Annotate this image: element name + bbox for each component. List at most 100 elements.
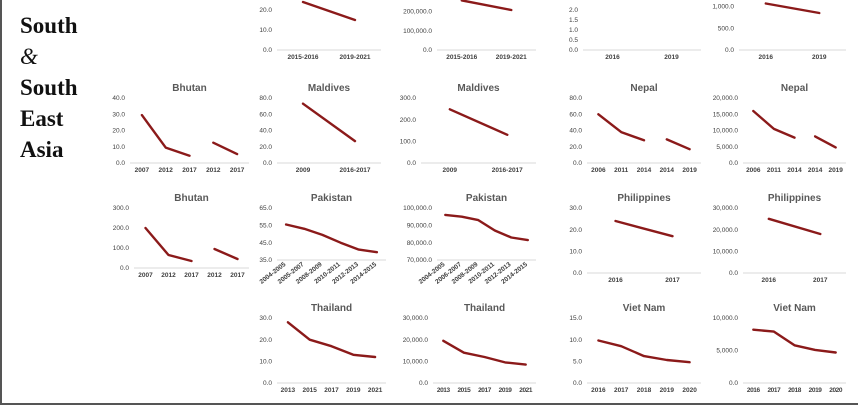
y-tick-label: 300.0 bbox=[400, 95, 417, 102]
x-tick-label: 2016-2017 bbox=[339, 167, 370, 174]
x-tick-label: 2007 bbox=[135, 167, 150, 174]
series-line bbox=[614, 219, 674, 238]
y-tick-label: 1.0 bbox=[569, 27, 578, 34]
chart-nepal-rate: Nepal 0.0 20.0 40.0 60.0 80.0 2006 2011 2014 2014… bbox=[569, 83, 701, 174]
series-line bbox=[767, 217, 822, 236]
region-title-line5: Asia bbox=[20, 137, 64, 162]
y-tick-label: 0.0 bbox=[419, 380, 428, 387]
y-tick-label: 1.5 bbox=[569, 17, 578, 24]
series-line bbox=[284, 223, 379, 254]
x-tick-label: 2009 bbox=[296, 167, 311, 174]
chart-thailand-count: Thailand 0.0 10,000.0 20,000.0 30,000.0 2013 2… bbox=[403, 303, 536, 394]
series-line bbox=[140, 113, 191, 157]
y-tick-label: 20.0 bbox=[112, 128, 125, 135]
x-tick-label: 2018 bbox=[637, 387, 652, 394]
x-tick-label: 2017 bbox=[478, 387, 492, 394]
x-tick-label: 2020 bbox=[829, 387, 843, 394]
x-tick-label: 2015-2016 bbox=[287, 54, 318, 61]
series-line bbox=[448, 108, 509, 136]
chart-title: Maldives bbox=[308, 83, 351, 94]
x-tick-label: 2019 bbox=[664, 54, 679, 61]
y-tick-label: 20,000.0 bbox=[713, 227, 739, 234]
y-tick-label: 0.0 bbox=[729, 380, 738, 387]
x-tick-label: 2017 bbox=[324, 387, 339, 394]
y-tick-label: 80.0 bbox=[259, 95, 272, 102]
chart-title: Bhutan bbox=[172, 83, 206, 94]
series-line bbox=[286, 321, 377, 359]
y-tick-label: 55.0 bbox=[259, 223, 272, 230]
y-tick-label: 10,000.0 bbox=[713, 315, 739, 322]
chart-row1-col4: 0.0 500.0 1,000.0 2016 2019 bbox=[712, 2, 846, 61]
x-tick-label: 2014 bbox=[637, 167, 652, 174]
region-title-line3: South bbox=[20, 75, 78, 100]
y-tick-label: 200,000.0 bbox=[403, 9, 432, 16]
y-tick-label: 40.0 bbox=[569, 128, 582, 135]
y-tick-label: 30.0 bbox=[259, 315, 272, 322]
y-tick-label: 20.0 bbox=[259, 337, 272, 344]
region-title: South & South East Asia bbox=[20, 10, 78, 165]
y-tick-label: 0.0 bbox=[263, 47, 272, 54]
y-tick-label: 5.0 bbox=[573, 359, 582, 366]
x-tick-label: 2009 bbox=[443, 167, 458, 174]
y-tick-label: 500.0 bbox=[718, 25, 735, 32]
x-tick-label: 2012 bbox=[206, 167, 221, 174]
chart-title: Pakistan bbox=[466, 193, 507, 204]
x-tick-label: 2014 bbox=[787, 167, 802, 174]
y-tick-label: 20.0 bbox=[259, 144, 272, 151]
x-tick-label: 2012 bbox=[158, 167, 173, 174]
chart-bhutan-rate: Bhutan 0.0 10.0 20.0 30.0 40.0 2007 2012 2017 201… bbox=[112, 83, 249, 174]
chart-title: Viet Nam bbox=[773, 303, 816, 314]
x-tick-label: 2020 bbox=[682, 387, 697, 394]
x-tick-label: 2019 bbox=[660, 387, 675, 394]
x-tick-label: 2013 bbox=[281, 387, 296, 394]
chart-title: Pakistan bbox=[311, 193, 352, 204]
x-tick-label: 2021 bbox=[519, 387, 533, 394]
x-tick-label: 2019-2021 bbox=[339, 54, 370, 61]
series-line bbox=[301, 0, 357, 22]
series-line bbox=[460, 0, 513, 12]
region-title-line4: East bbox=[20, 106, 64, 131]
series-line bbox=[813, 135, 837, 149]
x-tick-label: 2013 bbox=[437, 387, 451, 394]
x-tick-label: 2016 bbox=[762, 277, 777, 284]
chart-nepal-count: Nepal 0.0 5,000.0 10,000.0 15,000.0 20,000.0 2… bbox=[713, 83, 846, 174]
y-tick-label: 300.0 bbox=[113, 205, 130, 212]
x-tick-label: 2016 bbox=[608, 277, 623, 284]
chart-maldives-rate: Maldives 0.0 20.0 40.0 60.0 80.0 2009 2016-2017 bbox=[259, 83, 381, 174]
series-line bbox=[597, 339, 691, 364]
y-tick-label: 30.0 bbox=[569, 205, 582, 212]
x-tick-label: 2012 bbox=[161, 272, 176, 279]
y-tick-label: 0.0 bbox=[116, 160, 125, 167]
x-tick-label: 2011 bbox=[767, 167, 781, 174]
y-tick-label: 0.0 bbox=[729, 160, 738, 167]
y-tick-label: 20.0 bbox=[259, 7, 272, 14]
y-tick-label: 30.0 bbox=[112, 111, 125, 118]
y-tick-label: 30,000.0 bbox=[713, 205, 739, 212]
y-tick-label: 10,000.0 bbox=[403, 359, 429, 366]
y-tick-label: 60.0 bbox=[259, 111, 272, 118]
y-tick-label: 0.0 bbox=[423, 47, 432, 54]
chart-vietnam-rate: Viet Nam 0.0 5.0 10.0 15.0 2016 2017 2018 2019 20… bbox=[569, 303, 701, 394]
y-tick-label: 80,000.0 bbox=[407, 240, 433, 247]
chart-row1-col1: 0.0 10.0 20.0 2015-2016 2019-2021 bbox=[259, 0, 381, 61]
x-tick-label: 2019-2021 bbox=[496, 54, 527, 61]
y-tick-label: 40.0 bbox=[259, 128, 272, 135]
x-tick-label: 2017 bbox=[813, 277, 828, 284]
series-line bbox=[213, 247, 239, 261]
series-line bbox=[752, 109, 796, 139]
y-tick-label: 2.0 bbox=[569, 7, 578, 14]
y-tick-label: 35.0 bbox=[259, 257, 272, 264]
x-tick-label: 2014 bbox=[808, 167, 823, 174]
y-tick-label: 20,000.0 bbox=[403, 337, 429, 344]
region-title-ampersand: & bbox=[20, 44, 38, 69]
y-tick-label: 100,000.0 bbox=[403, 205, 432, 212]
x-tick-label: 2017 bbox=[184, 272, 199, 279]
series-line bbox=[597, 113, 646, 142]
y-tick-label: 20,000.0 bbox=[713, 95, 739, 102]
chart-bhutan-count: Bhutan 0.0 100.0 200.0 300.0 2007 2012 2017 2012… bbox=[113, 193, 249, 279]
series-line bbox=[665, 138, 691, 151]
y-tick-label: 0.0 bbox=[569, 47, 578, 54]
x-tick-label: 2018 bbox=[788, 387, 802, 394]
x-tick-label: 2015 bbox=[457, 387, 471, 394]
series-line bbox=[144, 226, 193, 263]
